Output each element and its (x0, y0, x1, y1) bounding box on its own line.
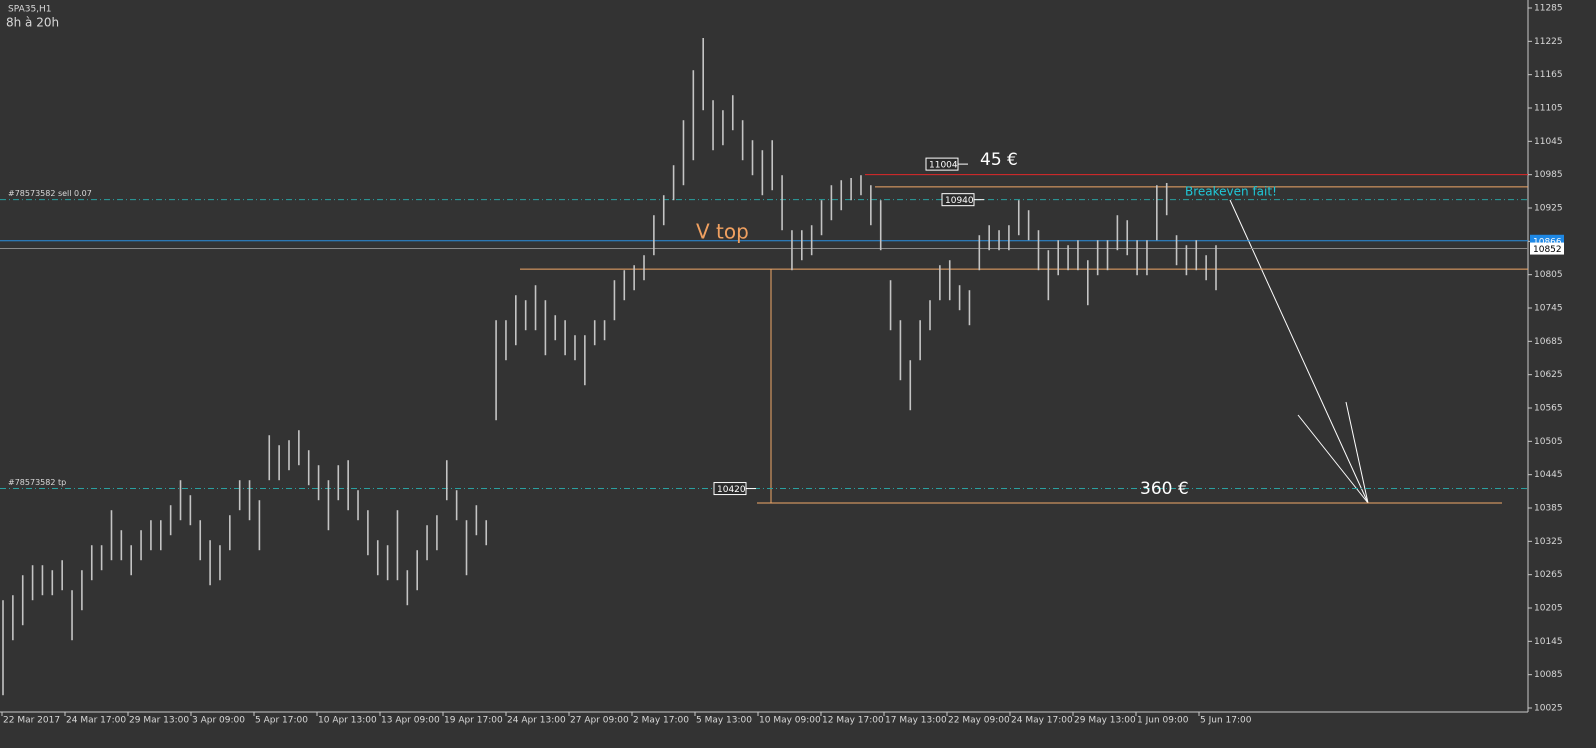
price-tag (1530, 242, 1564, 255)
x-tick-label: 1 Jun 09:00 (1137, 716, 1189, 726)
y-tick-label: 11165 (1534, 70, 1563, 80)
x-tick-label: 24 May 17:00 (1011, 716, 1073, 726)
marker-label: 10940 (945, 196, 974, 206)
y-tick-label: 10445 (1534, 470, 1563, 480)
y-tick-label: 11225 (1534, 37, 1563, 47)
symbol: SPA35,H1 (8, 5, 52, 15)
marker-label: 11004 (929, 161, 958, 171)
x-tick-label: 22 Mar 2017 (3, 716, 60, 726)
y-tick-label: 10925 (1534, 204, 1563, 214)
x-tick-label: 24 Apr 13:00 (507, 716, 566, 726)
y-tick-label: 10685 (1534, 337, 1563, 347)
y-tick-label: 10085 (1534, 670, 1563, 680)
y-tick-label: 10145 (1534, 637, 1563, 647)
order-label: #78573582 tp (8, 478, 66, 487)
y-tick-label: 10505 (1534, 437, 1563, 447)
x-tick-label: 10 Apr 13:00 (318, 716, 377, 726)
x-tick-label: 13 Apr 09:00 (381, 716, 440, 726)
x-tick-label: 17 May 13:00 (885, 716, 947, 726)
y-tick-label: 11105 (1534, 104, 1563, 114)
order-label: #78573582 sell 0.07 (8, 189, 92, 198)
y-tick-label: 10385 (1534, 504, 1563, 514)
trend-line (1345, 401, 1369, 504)
y-tick-label: 10205 (1534, 604, 1563, 614)
y-tick-label: 10265 (1534, 570, 1563, 580)
annotation: 360 € (1140, 479, 1189, 499)
annotation: V top (696, 220, 749, 244)
y-tick-label: 10985 (1534, 170, 1563, 180)
y-tick-label: 11285 (1534, 4, 1563, 14)
price-tag-label: 10866 (1533, 237, 1562, 247)
y-tick-label: 10625 (1534, 370, 1563, 380)
x-tick-label: 3 Apr 09:00 (192, 716, 245, 726)
subtitle: 8h à 20h (6, 16, 59, 30)
price-tag-label: 10852 (1533, 245, 1562, 255)
marker-label: 10420 (717, 485, 746, 495)
x-tick-label: 24 Mar 17:00 (66, 716, 126, 726)
annotation: Breakeven fait! (1185, 185, 1277, 199)
trend-line (1229, 199, 1369, 504)
y-tick-label: 10565 (1534, 404, 1563, 414)
annotation: 45 € (980, 150, 1018, 170)
x-tick-label: 5 May 13:00 (696, 716, 752, 726)
x-tick-label: 29 May 13:00 (1074, 716, 1136, 726)
y-tick-label: 10805 (1534, 270, 1563, 280)
x-tick-label: 2 May 17:00 (633, 716, 689, 726)
x-tick-label: 27 Apr 09:00 (570, 716, 629, 726)
x-tick-label: 22 May 09:00 (948, 716, 1010, 726)
x-tick-label: 5 Apr 17:00 (255, 716, 308, 726)
y-tick-label: 10025 (1534, 704, 1563, 714)
y-tick-label: 10325 (1534, 537, 1563, 547)
y-tick-label: 10745 (1534, 304, 1563, 314)
x-tick-label: 5 Jun 17:00 (1200, 716, 1252, 726)
x-tick-label: 29 Mar 13:00 (129, 716, 189, 726)
x-tick-label: 10 May 09:00 (759, 716, 821, 726)
x-tick-label: 19 Apr 17:00 (444, 716, 503, 726)
x-tick-label: 12 May 17:00 (822, 716, 884, 726)
y-tick-label: 11045 (1534, 137, 1563, 147)
